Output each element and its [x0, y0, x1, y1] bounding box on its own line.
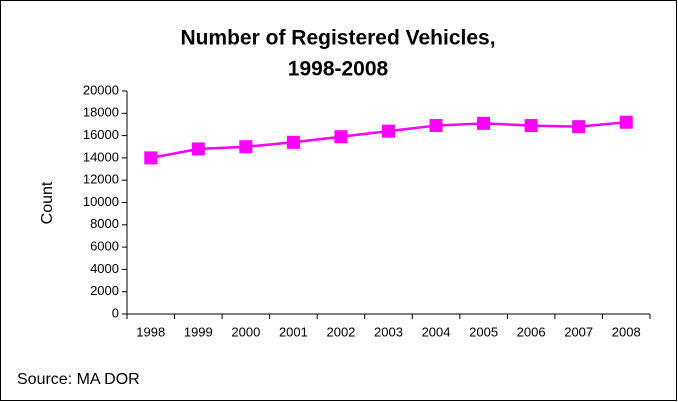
x-tick-label: 2005: [469, 324, 498, 339]
data-point: [429, 119, 443, 133]
data-point: [144, 151, 158, 165]
data-point: [477, 116, 491, 130]
data-point: [572, 120, 586, 134]
y-tick-label: 18000: [83, 105, 119, 120]
x-tick-label: 2007: [564, 324, 593, 339]
x-tick-label: 2000: [231, 324, 260, 339]
y-tick-label: 2000: [90, 283, 119, 298]
data-point: [286, 135, 300, 149]
x-tick-label: 2008: [612, 324, 641, 339]
x-tick-label: 2001: [279, 324, 308, 339]
x-tick-label: 2006: [517, 324, 546, 339]
source-note: Source: MA DOR: [17, 371, 140, 388]
data-point: [334, 130, 348, 144]
chart-title: 1998-2008: [288, 58, 389, 81]
y-tick-label: 20000: [83, 82, 119, 97]
data-point: [382, 124, 395, 138]
y-tick-label: 12000: [83, 172, 119, 187]
data-point: [524, 119, 538, 133]
data-point: [239, 140, 253, 154]
x-tick-label: 2002: [326, 324, 355, 339]
y-tick-label: 10000: [83, 194, 119, 209]
data-point: [191, 142, 205, 156]
x-tick-label: 1998: [136, 324, 165, 339]
y-tick-label: 6000: [90, 239, 119, 254]
chart-title: Number of Registered Vehicles,: [180, 27, 495, 50]
x-tick-label: 2004: [422, 324, 451, 339]
y-axis-label: Count: [39, 181, 56, 224]
x-tick-label: 1999: [184, 324, 213, 339]
y-tick-label: 0: [112, 305, 119, 320]
data-point: [619, 115, 633, 129]
x-tick-label: 2003: [374, 324, 403, 339]
y-tick-label: 16000: [83, 127, 119, 142]
y-tick-label: 14000: [83, 149, 119, 164]
y-tick-label: 4000: [90, 261, 119, 276]
y-tick-label: 8000: [90, 216, 119, 231]
